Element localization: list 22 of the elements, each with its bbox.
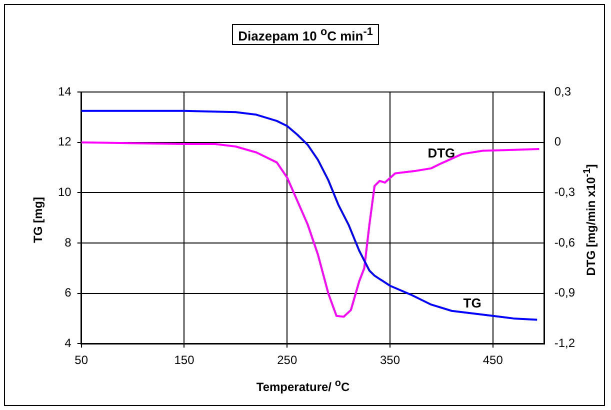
x-tick-label: 150: [174, 353, 195, 368]
y2-tick-label: -0,3: [554, 184, 576, 199]
x-tick-label: 50: [74, 353, 88, 368]
chart-title: Diazepam 10 $^{o}$C min$^{-1}$: [232, 24, 379, 46]
y-tick-label: 6: [64, 286, 72, 300]
x-tick-label: 250: [277, 353, 298, 368]
y2-tick-label: 0: [554, 134, 562, 149]
y-tick-label: 10: [58, 184, 72, 199]
y2-tick-label: -0,6: [554, 235, 576, 250]
y-tick-label: 12: [58, 134, 72, 149]
y-tick-label: 14: [58, 84, 72, 98]
y-tick-label: 8: [64, 235, 72, 250]
x-axis-title: Temperature/ $^{o}$C: [255, 378, 351, 394]
y2-tick-label: 0,3: [554, 84, 572, 98]
y-tick-label: 4: [64, 336, 72, 350]
x-tick-label: 450: [482, 353, 504, 368]
y2-tick-label: -1,2: [554, 336, 576, 350]
series-label: DTG: [428, 145, 456, 160]
y2-tick-label: -0,9: [554, 286, 576, 300]
series-label: TG: [463, 295, 482, 310]
x-tick-label: 350: [380, 353, 400, 368]
y-axis-title: TG [mg]: [31, 197, 45, 243]
